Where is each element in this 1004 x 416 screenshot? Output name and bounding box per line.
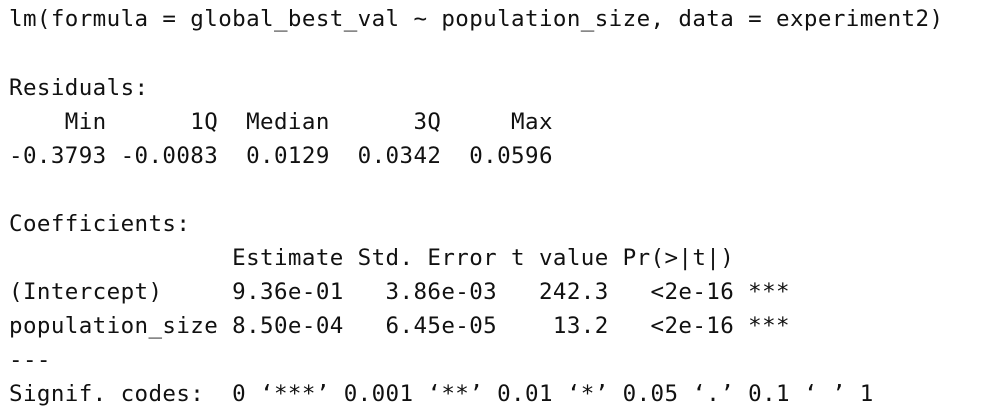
coefficients-heading: Coefficients: xyxy=(9,211,191,237)
model-call: lm(formula = global_best_val ~ populatio… xyxy=(9,6,944,32)
signif-codes-legend: Signif. codes: 0 ‘***’ 0.001 ‘**’ 0.01 ‘… xyxy=(9,381,874,407)
residuals-header-row: Min 1Q Median 3Q Max xyxy=(9,109,567,135)
coefficient-row-intercept: (Intercept) 9.36e-01 3.86e-03 242.3 <2e-… xyxy=(9,279,790,305)
coefficients-header-row: Estimate Std. Error t value Pr(>|t|) xyxy=(9,245,790,271)
residuals-heading: Residuals: xyxy=(9,75,149,101)
separator: --- xyxy=(9,347,51,373)
coefficient-row-population-size: population_size 8.50e-04 6.45e-05 13.2 <… xyxy=(9,313,790,339)
residuals-value-row: -0.3793 -0.0083 0.0129 0.0342 0.0596 xyxy=(9,143,567,169)
r-console-output: lm(formula = global_best_val ~ populatio… xyxy=(9,0,999,416)
